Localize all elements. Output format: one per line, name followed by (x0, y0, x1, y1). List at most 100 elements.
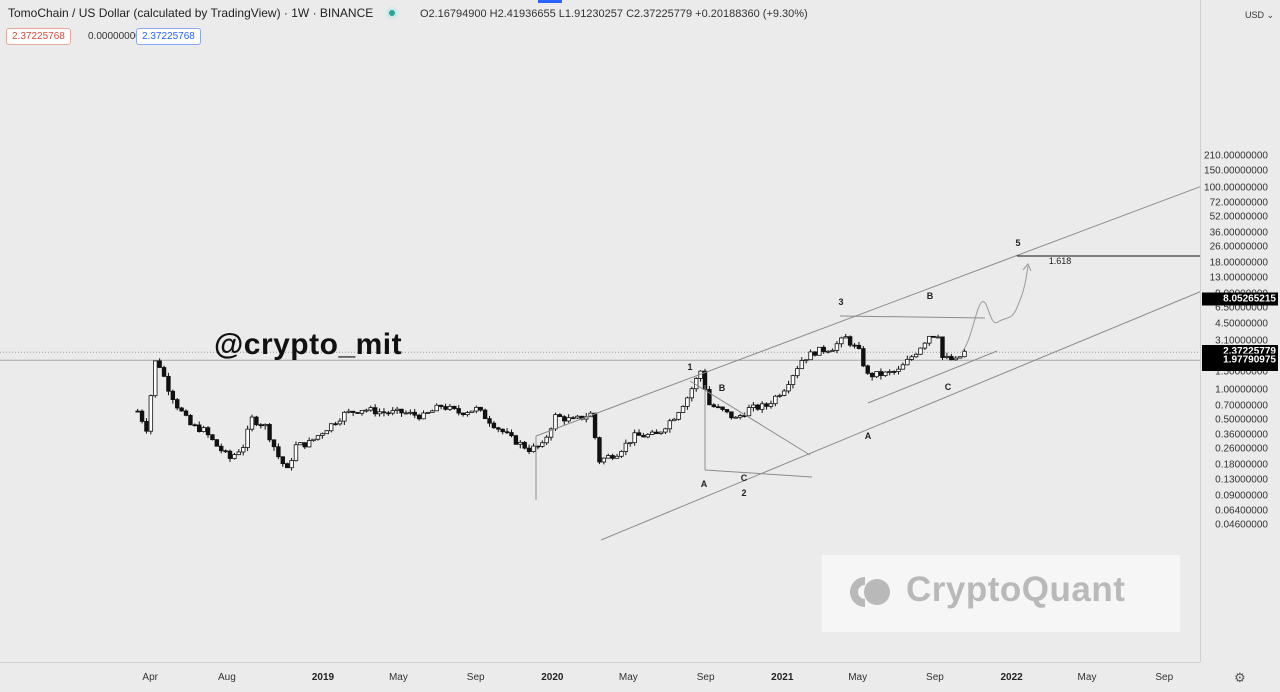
time-tick-label: May (848, 672, 868, 683)
candle-up (320, 433, 325, 436)
candle-up (394, 408, 400, 411)
price-tick-label: 1.00000000 (1215, 384, 1268, 396)
support-price-label: 1.97790975 (1202, 353, 1278, 367)
candle-up (874, 371, 879, 378)
chart-plot-area[interactable]: TomoChain / US Dollar (calculated by Tra… (0, 0, 1200, 662)
candle-down (219, 445, 224, 452)
candle-up (918, 347, 923, 355)
candle-up (153, 360, 158, 397)
candle-down (654, 431, 659, 435)
price-tick-label: 36.00000000 (1209, 227, 1268, 239)
candle-up (289, 460, 294, 469)
candle-down (478, 406, 483, 411)
price-tick-label: 210.00000000 (1204, 150, 1268, 162)
settings-gear-icon[interactable]: ⚙ (1234, 670, 1246, 685)
candle-up (293, 444, 299, 462)
candle-up (795, 368, 800, 377)
candle-down (940, 336, 945, 358)
candle-up (601, 457, 607, 463)
sell-price-box[interactable]: 2.37225768 (6, 28, 71, 45)
candle-up (689, 388, 695, 399)
candle-down (179, 407, 184, 412)
candle-up (148, 395, 154, 432)
price-tick-label: 26.00000000 (1209, 241, 1268, 253)
candle-up (245, 428, 250, 448)
candle-down (931, 335, 936, 338)
price-tick-label: 6.50000000 (1215, 302, 1268, 314)
candle-up (953, 357, 958, 361)
candle-down (438, 404, 444, 407)
candle-up (905, 358, 910, 366)
fib-extension-label: 1.618 (1048, 256, 1072, 266)
time-tick-label: May (618, 672, 638, 683)
candle-up (790, 375, 796, 385)
candle-down (891, 371, 897, 373)
abc-lower-line (704, 469, 813, 478)
candle-down (764, 403, 769, 407)
candle-up (962, 350, 967, 358)
time-axis[interactable]: Apr Aug 2019 May Sep 2020 May Sep 2021 May Sep 2022… (0, 662, 1200, 692)
candle-up (777, 394, 782, 397)
candle-up (337, 420, 343, 425)
time-tick-label: 2020 (541, 672, 564, 683)
candle-down (355, 412, 360, 414)
candle-down (267, 424, 272, 441)
candle-up (575, 415, 580, 419)
candle-down (535, 445, 541, 448)
wave-label: 2 (741, 488, 747, 498)
candle-down (610, 455, 615, 459)
channel-lower-line (600, 291, 1200, 541)
candle-up (544, 436, 549, 444)
price-tick-label: 72.00000000 (1209, 197, 1268, 209)
candle-up (900, 364, 906, 370)
candle-up (249, 416, 255, 430)
price-tick-label: 100.00000000 (1204, 182, 1268, 194)
symbol-title: TomoChain / US Dollar (calculated by Tra… (8, 6, 374, 20)
wave-label: 5 (1015, 238, 1021, 248)
candle-up (566, 417, 571, 422)
candle-down (724, 409, 730, 413)
candle-up (737, 415, 743, 418)
buy-price-box[interactable]: 2.37225768 (136, 28, 201, 45)
candle-up (403, 412, 409, 415)
candle-down (144, 421, 149, 432)
candle-up (315, 435, 321, 440)
candle-down (597, 437, 602, 463)
candle-up (328, 423, 334, 432)
candle-up (306, 440, 312, 448)
author-handle: @crypto_mit (214, 328, 403, 361)
candle-down (861, 348, 866, 367)
candle-down (456, 408, 461, 414)
candle-up (887, 371, 892, 373)
candle-down (214, 439, 220, 447)
candle-down (821, 346, 826, 352)
candle-down (333, 423, 338, 426)
wave-label: C (740, 473, 748, 483)
price-tick-label: 18.00000000 (1209, 257, 1268, 269)
candle-up (773, 395, 778, 405)
candle-down (197, 424, 202, 432)
candle-up (786, 384, 791, 392)
candle-down (170, 390, 176, 401)
candle-down (399, 408, 404, 414)
candle-up (408, 411, 413, 414)
candle-down (271, 439, 277, 448)
price-tick-label: 0.13000000 (1215, 474, 1268, 485)
candle-up (957, 356, 963, 359)
market-status-icon (388, 10, 395, 17)
candle-down (729, 411, 734, 419)
candle-down (592, 412, 598, 438)
candle-down (636, 432, 642, 436)
candle-up (201, 427, 206, 432)
candle-down (865, 365, 870, 374)
candle-up (663, 428, 668, 433)
price-axis[interactable]: USD ⌄ 210.00000000 150.00000000 100.000000… (1200, 0, 1280, 662)
candle-down (205, 427, 211, 436)
candle-up (262, 424, 268, 427)
candle-up (465, 412, 470, 416)
price-tick-label: 3.10000000 (1215, 335, 1268, 347)
candle-up (377, 411, 382, 415)
candle-down (949, 355, 954, 361)
currency-selector[interactable]: USD ⌄ (1244, 10, 1274, 20)
candle-down (284, 463, 290, 469)
